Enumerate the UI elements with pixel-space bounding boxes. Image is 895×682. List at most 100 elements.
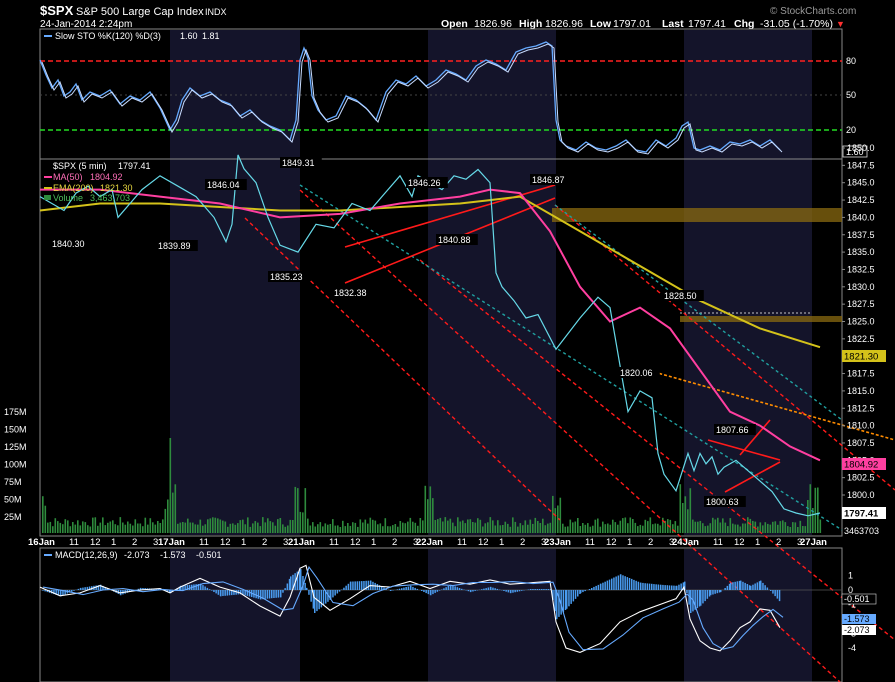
macd-histogram-bar [184, 585, 186, 590]
volume-bar [564, 526, 567, 533]
macd-histogram-bar [772, 590, 774, 594]
volume-bar [704, 526, 707, 533]
macd-histogram-bar [633, 579, 635, 590]
price-annotation: 1846.87 [532, 175, 565, 185]
macd-histogram-bar [257, 590, 260, 599]
volume-bar [432, 498, 434, 533]
macd-histogram-bar [352, 581, 354, 590]
macd-histogram-bar [613, 577, 615, 590]
volume-bar [387, 526, 389, 533]
macd-histogram-bar [330, 590, 332, 600]
macd-histogram-bar [77, 588, 80, 590]
volume-bar [662, 517, 664, 533]
volume-bar [149, 518, 152, 533]
volume-bar [312, 522, 314, 533]
x-tick-label: 27Jan [800, 537, 827, 548]
macd-histogram-bar [547, 589, 550, 590]
volume-bar [337, 525, 339, 533]
volume-bar [534, 517, 537, 533]
volume-bar [679, 484, 682, 533]
volume-bar [489, 517, 492, 533]
macd-histogram-bar [84, 587, 86, 590]
volume-bar [647, 521, 649, 533]
volume-bar [762, 525, 764, 533]
price-annotation-bg [436, 234, 478, 245]
macd-histogram-bar [774, 590, 776, 597]
macd-histogram-bar [288, 578, 291, 590]
volume-bar [259, 526, 262, 533]
macd-tag-3-text: -2.073 [844, 625, 870, 635]
volume-bar [497, 520, 499, 533]
macd-histogram-bar [222, 590, 224, 596]
watermark: © StockCharts.com [770, 6, 856, 17]
volume-bar [624, 517, 627, 533]
macd-histogram-bar [696, 590, 699, 609]
macd-histogram-bar [714, 590, 716, 594]
macd-histogram-bar [266, 590, 269, 599]
session-shading [170, 30, 812, 682]
volume-bar [202, 525, 204, 533]
volume-bar [159, 523, 162, 533]
volume-bar [774, 521, 777, 533]
volume-bar [334, 525, 337, 533]
x-tick-label: 3 [669, 537, 674, 548]
macd-histogram-bar [68, 590, 71, 593]
volume-bar [44, 505, 47, 533]
volume-bar [552, 495, 554, 533]
volume-bar [594, 519, 597, 533]
macd-histogram-bar [322, 590, 325, 606]
volume-bar [409, 517, 412, 533]
volume-bar [764, 522, 767, 533]
volume-bar [274, 525, 277, 533]
macd-histogram-bar [604, 581, 606, 590]
macd-histogram-bar [474, 590, 476, 591]
volume-bar [99, 522, 102, 533]
macd-histogram-bar [383, 587, 385, 590]
macd-histogram-bar [648, 583, 651, 590]
macd-histogram-bar [334, 590, 336, 596]
volume-bar [709, 523, 712, 533]
macd-histogram-bar [728, 583, 731, 590]
volume-bar [779, 521, 782, 533]
session-shade [428, 549, 556, 682]
volume-bar [164, 508, 167, 533]
volume-bar [362, 522, 364, 533]
price-tick-label: 1847.5 [847, 160, 875, 170]
volume-bar [504, 521, 507, 533]
volume-bar [97, 525, 99, 533]
macd-histogram-bar [300, 569, 302, 590]
legend-price-value: 1797.41 [118, 161, 151, 171]
volume-tick-label: 175M [4, 407, 27, 417]
macd-histogram-bar [137, 588, 140, 590]
volume-bar [304, 488, 307, 533]
chg-down-icon: ▼ [836, 19, 845, 29]
legend-ema-label: EMA(200) [53, 183, 94, 193]
macd-histogram-bar [436, 590, 439, 592]
volume-bar [519, 523, 522, 533]
x-tick-label: 21Jan [288, 537, 315, 548]
macd-histogram-bar [472, 590, 474, 592]
price-annotation-bg [280, 157, 322, 168]
x-tick-label: 2 [648, 537, 653, 548]
volume-bar [82, 521, 84, 533]
macd-histogram-bar [527, 589, 530, 590]
macd-histogram-bar [700, 590, 702, 606]
macd-histogram-bar [104, 587, 106, 590]
macd-histogram-bar [538, 589, 541, 590]
macd-histogram-bar [273, 590, 275, 598]
macd-histogram-bar [682, 582, 685, 590]
volume-bar [354, 522, 357, 533]
macd-histogram-bar [593, 586, 595, 590]
volume-bar [592, 525, 594, 533]
open-value: 1826.96 [474, 18, 512, 30]
x-tick-label: 12 [350, 537, 361, 548]
macd-histogram-bar [208, 589, 211, 590]
macd-histogram-bar [662, 584, 664, 590]
volume-bar [342, 520, 344, 533]
macd-histogram-bar [378, 585, 381, 590]
macd-histogram-bar [310, 590, 312, 602]
volume-bar [644, 519, 647, 533]
volume-bar [89, 526, 92, 533]
volume-tick-label: 75M [4, 477, 22, 487]
ma50-line [40, 188, 821, 462]
